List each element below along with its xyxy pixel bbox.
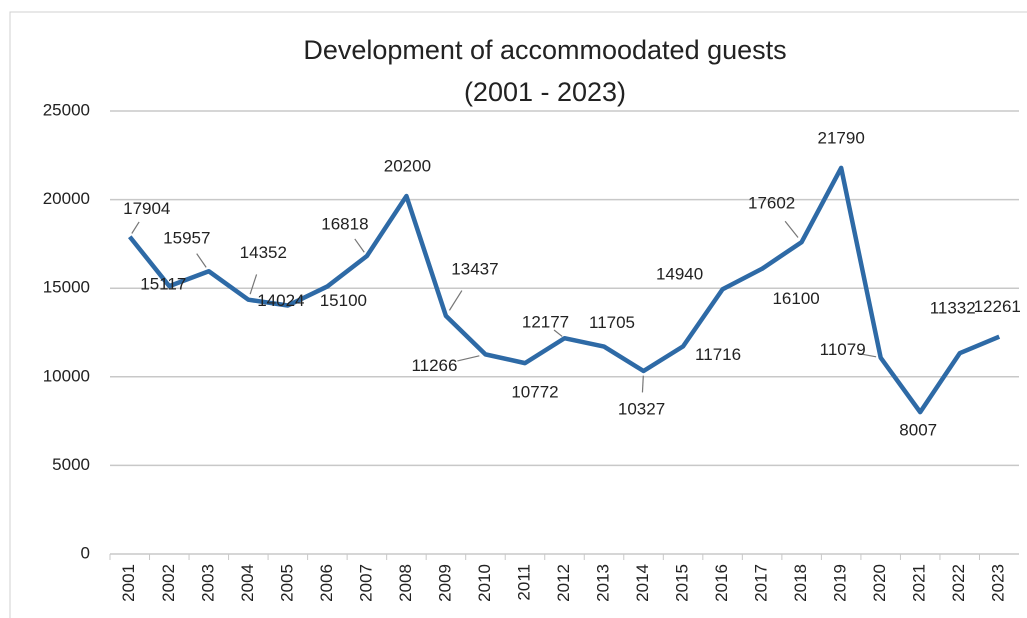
- x-tick-label: 2009: [435, 564, 454, 602]
- y-tick-label: 20000: [43, 189, 90, 208]
- y-tick-label: 10000: [43, 366, 90, 385]
- leader-line: [354, 238, 365, 253]
- x-tick-label: 2007: [356, 564, 375, 602]
- y-tick-label: 5000: [52, 455, 90, 474]
- leader-line: [553, 329, 563, 337]
- y-tick-label: 25000: [43, 100, 90, 119]
- leader-line: [196, 253, 207, 268]
- data-label: 17904: [123, 199, 170, 218]
- x-tick-label: 2005: [277, 564, 296, 602]
- x-tick-label: 2023: [989, 564, 1008, 602]
- line-series: [128, 165, 1001, 415]
- data-label: 14024: [257, 291, 304, 310]
- data-label: 11079: [820, 340, 866, 359]
- x-tick-label: 2004: [238, 564, 257, 602]
- data-label: 11332: [930, 299, 976, 318]
- data-label: 14352: [240, 243, 287, 262]
- x-tick-label: 2011: [514, 564, 533, 601]
- leader-line: [784, 220, 799, 238]
- leader-line: [249, 274, 258, 295]
- chart-title: (2001 - 2023): [464, 77, 626, 107]
- x-tick-label: 2022: [949, 564, 968, 602]
- x-tick-label: 2018: [791, 564, 810, 602]
- x-tick-label: 2013: [594, 564, 613, 602]
- x-tick-label: 2014: [633, 564, 652, 602]
- data-label: 20200: [384, 157, 431, 176]
- data-label: 17602: [748, 194, 795, 213]
- data-label: 16100: [772, 289, 819, 308]
- x-tick-label: 2006: [317, 564, 336, 602]
- data-label: 13437: [451, 259, 498, 278]
- chart-frame: [9, 11, 1027, 618]
- y-tick-label: 0: [81, 543, 90, 562]
- data-label: 15957: [163, 229, 210, 248]
- x-tick-label: 2012: [554, 564, 573, 602]
- data-label: 14940: [656, 265, 703, 284]
- x-tick-label: 2008: [396, 564, 415, 602]
- x-tick-label: 2020: [870, 564, 889, 602]
- data-label: 10772: [511, 383, 558, 402]
- data-label: 16818: [321, 214, 368, 233]
- x-tick-label: 2002: [159, 564, 178, 602]
- data-label: 11705: [589, 313, 635, 332]
- data-label: 12177: [522, 313, 569, 332]
- data-label: 12261: [974, 297, 1021, 316]
- y-tick-label: 15000: [43, 278, 90, 297]
- data-label: 15117: [140, 275, 186, 294]
- x-tick-label: 2021: [910, 564, 929, 602]
- x-tick-label: 2016: [712, 564, 731, 602]
- data-label: 8007: [899, 421, 937, 440]
- data-label: 15100: [320, 291, 367, 310]
- data-label: 11716: [695, 345, 741, 364]
- leader-line: [641, 375, 644, 393]
- chart-title: Development of accommoodated guests: [303, 35, 786, 65]
- leader-line: [131, 221, 140, 234]
- x-tick-label: 2015: [673, 564, 692, 602]
- x-tick-label: 2010: [475, 564, 494, 602]
- x-tick-label: 2003: [198, 564, 217, 602]
- leader-line: [448, 290, 463, 311]
- data-label: 11266: [411, 356, 457, 375]
- data-label: 21790: [818, 128, 865, 147]
- leader-line: [859, 353, 877, 358]
- x-tick-label: 2001: [119, 564, 138, 602]
- leader-line: [457, 355, 480, 362]
- x-tick-label: 2017: [752, 564, 771, 602]
- data-label: 10327: [618, 399, 665, 418]
- x-tick-label: 2019: [831, 564, 850, 602]
